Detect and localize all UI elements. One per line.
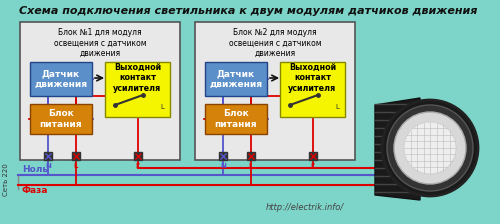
FancyBboxPatch shape [20,22,180,160]
Text: Блок №2 для модуля
освещения с датчиком
движения: Блок №2 для модуля освещения с датчиком … [228,28,322,58]
Text: L’: L’ [136,163,140,169]
Circle shape [404,122,456,174]
Circle shape [382,100,478,196]
Text: Сеть 220: Сеть 220 [3,164,9,196]
FancyBboxPatch shape [280,62,345,117]
Text: Ноль: Ноль [22,165,48,174]
Text: Блок №1 для модуля
освещения с датчиком
движения: Блок №1 для модуля освещения с датчиком … [54,28,146,58]
Text: N: N [45,163,51,169]
FancyBboxPatch shape [30,104,92,134]
Text: L: L [335,104,339,110]
Text: L: L [160,104,164,110]
FancyBboxPatch shape [30,62,92,96]
Polygon shape [375,98,420,200]
Text: Схема подключения светильника к двум модулям датчиков движения: Схема подключения светильника к двум мод… [19,6,477,16]
FancyBboxPatch shape [205,104,267,134]
Text: Датчик
движения: Датчик движения [34,69,88,89]
FancyBboxPatch shape [195,22,355,160]
Text: Датчик
движения: Датчик движения [210,69,262,89]
Text: Выходной
контакт
усилителя: Выходной контакт усилителя [114,63,162,93]
Text: Блок
питания: Блок питания [214,109,258,129]
Circle shape [387,105,473,191]
Text: L’: L’ [310,163,316,169]
FancyBboxPatch shape [105,62,170,117]
Text: Выходной
контакт
усилителя: Выходной контакт усилителя [288,63,337,93]
Text: http://electrik.info/: http://electrik.info/ [266,203,344,213]
Text: Блок
питания: Блок питания [40,109,82,129]
Text: L: L [249,163,253,169]
Text: L: L [74,163,78,169]
Text: N: N [220,163,226,169]
FancyBboxPatch shape [205,62,267,96]
Text: Фаза: Фаза [22,186,48,195]
Circle shape [394,112,466,184]
